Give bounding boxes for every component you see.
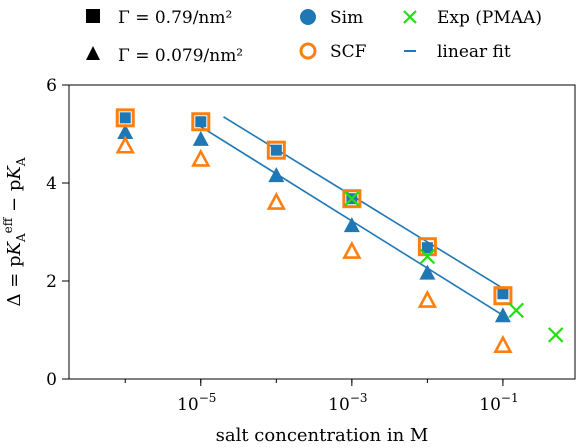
exp-x-stroke (419, 248, 436, 265)
scf-square-point (115, 108, 135, 128)
x-tick-label: 10−1 (479, 391, 518, 415)
scf-square-point (191, 112, 211, 132)
exp-x-point (508, 302, 525, 319)
exp-x-point (419, 248, 436, 265)
sim-square-point (119, 112, 131, 124)
scf-triangle-point (266, 191, 286, 210)
exp-x-point (547, 327, 564, 343)
data-markers (115, 108, 564, 353)
scf-square-point (342, 189, 362, 209)
legend-gamma-low-label: Γ = 0.079/nm² (118, 46, 243, 66)
y-tick-label: 6 (46, 76, 57, 96)
scf-triangle-point (493, 334, 513, 353)
scf-triangle-point (342, 240, 362, 259)
sim-square-point (195, 116, 207, 128)
legend-scf-label: SCF (330, 42, 367, 62)
sim-square-point (497, 288, 509, 300)
legend-triangle-marker (86, 46, 100, 60)
legend-gamma-high-label: Γ = 0.79/nm² (118, 8, 232, 28)
x-axis-label: salt concentration in M (216, 425, 429, 446)
legend: Γ = 0.79/nm² Γ = 0.079/nm² Sim SCF Exp (… (86, 8, 542, 66)
scf-triangle-point (191, 148, 211, 167)
fit-line (223, 116, 504, 290)
exp-x-stroke (344, 190, 360, 207)
y-tick-label: 4 (46, 174, 57, 194)
sim-square-point (270, 144, 282, 156)
sim-triangle-point (419, 264, 436, 280)
y-axis-label: Δ = pKAeff − pKA (1, 157, 28, 306)
scf-square-point (266, 140, 286, 160)
exp-x-stroke (508, 302, 525, 319)
legend-sim-marker (300, 9, 316, 25)
svg-text:Δ = pKAeff − pKA: Δ = pKAeff − pKA (1, 157, 28, 306)
sim-triangle-point (343, 217, 360, 233)
y-tick-label: 2 (46, 272, 57, 292)
plot-frame (68, 84, 576, 380)
y-tick-label: 0 (46, 370, 57, 390)
sim-square-point (421, 242, 433, 254)
scf-square-point (417, 237, 437, 257)
scf-triangle-point (115, 135, 135, 154)
sim-triangle-point (192, 130, 209, 146)
scf-square-point (493, 286, 513, 306)
x-tick-label: 10−3 (328, 391, 367, 415)
legend-fit-label: linear fit (437, 42, 511, 62)
sim-triangle-point (268, 167, 285, 183)
exp-x-point (344, 190, 360, 207)
axes: 10−5 10−3 10−1 0 2 4 6 (46, 76, 518, 415)
legend-square-marker (86, 9, 100, 23)
x-tick-label: 10−5 (177, 391, 216, 415)
exp-x-stroke (547, 327, 564, 343)
legend-exp-marker (403, 10, 417, 24)
legend-scf-marker (299, 42, 317, 60)
legend-exp-label: Exp (PMAA) (437, 8, 542, 28)
scf-triangle-point (417, 289, 438, 308)
legend-sim-label: Sim (330, 8, 363, 28)
sim-triangle-point (494, 307, 511, 323)
fit-lines (200, 116, 504, 316)
sim-triangle-point (117, 124, 134, 140)
